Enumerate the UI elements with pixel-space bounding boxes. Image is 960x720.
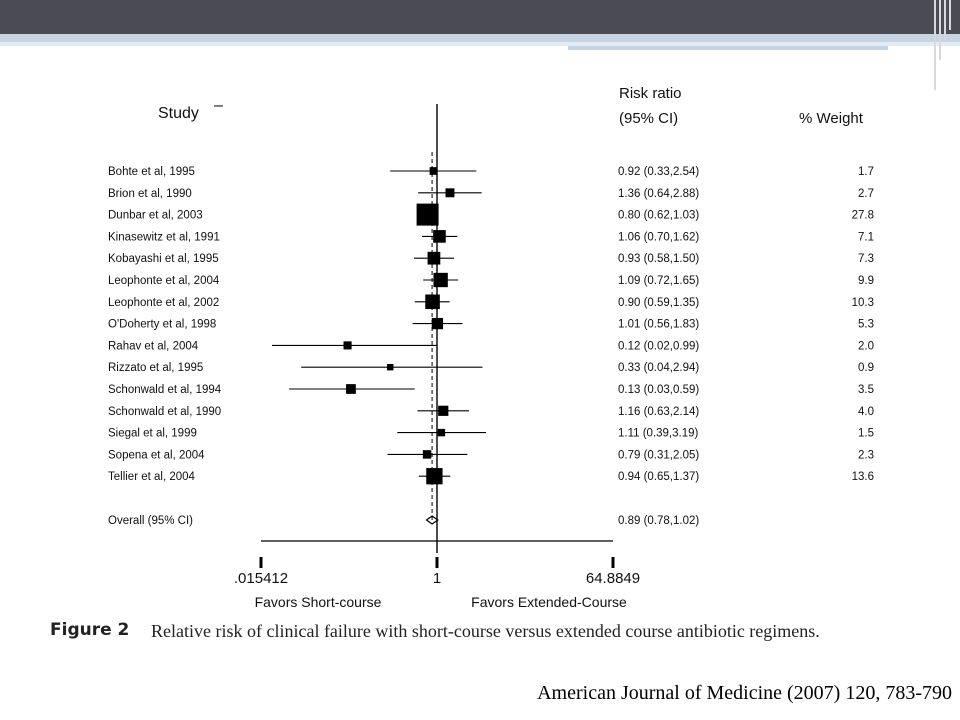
risk-ratio-value: 0.94 (0.65,1.37): [618, 471, 699, 483]
study-label: Siegal et al, 1999: [108, 428, 197, 440]
header-ci: (95% CI): [619, 110, 678, 127]
study-label: Brion et al, 1990: [108, 188, 192, 200]
study-label: Schonwald et al, 1990: [108, 406, 221, 418]
study-label: Schonwald et al, 1994: [108, 384, 222, 396]
risk-ratio-value: 0.79 (0.31,2.05): [618, 449, 699, 461]
estimate-marker: [445, 188, 455, 198]
risk-ratio-value: 1.06 (0.70,1.62): [618, 231, 699, 243]
weight-value: 3.5: [858, 384, 874, 396]
weight-value: 13.6: [852, 471, 874, 483]
estimate-marker: [343, 341, 352, 350]
weight-value: 4.0: [858, 406, 874, 418]
weight-value: 2.0: [858, 340, 874, 352]
slide-edge-stripes: [934, 0, 954, 720]
study-label: Sopena et al, 2004: [108, 449, 205, 461]
study-label: Rizzato et al, 1995: [108, 362, 203, 374]
estimate-marker: [387, 363, 394, 371]
estimate-marker: [429, 167, 438, 175]
study-label: O'Doherty et al, 1998: [108, 319, 216, 331]
slide-accent-band: [0, 34, 960, 42]
weight-value: 2.7: [858, 188, 874, 200]
study-label: Leophonte et al, 2004: [108, 275, 220, 287]
risk-ratio-value: 1.09 (0.72,1.65): [618, 275, 699, 287]
risk-ratio-value: 1.16 (0.63,2.14): [618, 406, 699, 418]
weight-value: 0.9: [858, 362, 874, 374]
overall-value: 0.89 (0.78,1.02): [618, 515, 699, 527]
slide-accent-band-short: [568, 46, 888, 50]
weight-value: 5.3: [858, 319, 874, 331]
risk-ratio-value: 1.01 (0.56,1.83): [618, 319, 699, 331]
study-label: Tellier et al, 2004: [108, 471, 196, 483]
risk-ratio-value: 0.92 (0.33,2.54): [618, 166, 699, 178]
risk-ratio-value: 0.12 (0.02,0.99): [618, 340, 699, 352]
study-label: Dunbar et al, 2003: [108, 210, 203, 222]
estimate-marker: [422, 450, 432, 459]
risk-ratio-value: 0.93 (0.58,1.50): [618, 253, 699, 265]
figure-caption-label: Figure 2: [50, 620, 130, 640]
study-label: Leophonte et al, 2002: [108, 297, 219, 309]
citation-text: American Journal of Medicine (2007) 120,…: [537, 682, 952, 704]
risk-ratio-value: 0.13 (0.03,0.59): [618, 384, 699, 396]
estimate-marker: [426, 468, 443, 485]
risk-ratio-value: 0.33 (0.04,2.94): [618, 362, 699, 374]
estimate-marker: [427, 251, 441, 265]
risk-ratio-value: 0.90 (0.59,1.35): [618, 297, 699, 309]
favors-extended-label: Favors Extended-Course: [471, 594, 627, 610]
study-label: Kinasewitz et al, 1991: [108, 231, 220, 243]
weight-value: 1.5: [858, 428, 874, 440]
header-study: Study: [158, 105, 199, 122]
weight-value: 7.1: [858, 231, 874, 243]
x-tick-label: 64.8849: [586, 570, 640, 587]
weight-value: 2.3: [858, 449, 874, 461]
slide-title-bar: [0, 0, 960, 34]
x-tick-label: .015412: [234, 570, 288, 587]
estimate-marker: [416, 203, 439, 226]
estimate-marker: [433, 230, 446, 243]
weight-value: 7.3: [858, 253, 874, 265]
slide-accent-band-light: [0, 42, 960, 46]
weight-value: 9.9: [858, 275, 874, 287]
weight-value: 27.8: [852, 210, 874, 222]
header-risk-ratio: Risk ratio: [619, 85, 682, 102]
figure-caption-text: Relative risk of clinical failure with s…: [151, 621, 820, 641]
risk-ratio-value: 1.11 (0.39,3.19): [618, 428, 699, 440]
estimate-marker: [437, 428, 446, 437]
estimate-marker: [438, 405, 449, 416]
estimate-marker: [346, 384, 356, 394]
risk-ratio-value: 0.80 (0.62,1.03): [618, 210, 699, 222]
header-study-mark: –: [214, 97, 223, 114]
favors-short-label: Favors Short-course: [255, 594, 382, 610]
weight-value: 1.7: [858, 166, 874, 178]
weight-value: 10.3: [852, 297, 874, 309]
overall-label: Overall (95% CI): [108, 515, 193, 527]
study-label: Rahav et al, 2004: [108, 340, 199, 352]
header-weight: % Weight: [799, 110, 864, 127]
estimate-marker: [433, 272, 448, 288]
study-label: Kobayashi et al, 1995: [108, 253, 219, 265]
risk-ratio-value: 1.36 (0.64,2.88): [618, 188, 699, 200]
x-tick-label: 1: [433, 570, 441, 587]
study-label: Bohte et al, 1995: [108, 166, 195, 178]
